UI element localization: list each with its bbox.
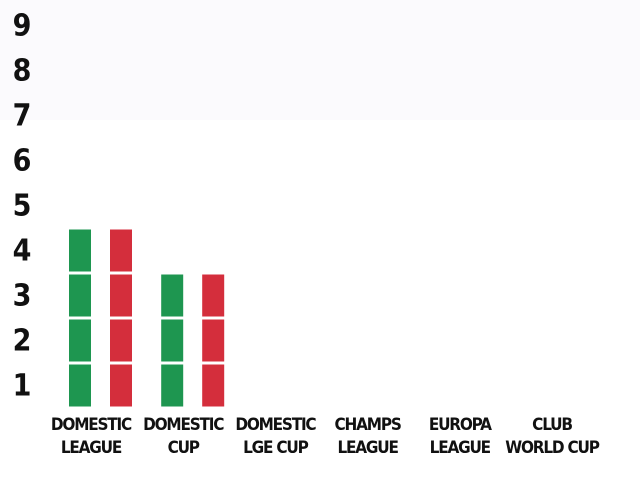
bar-block xyxy=(110,364,132,407)
x-tick-label: LEAGUE xyxy=(430,438,491,458)
bar-block xyxy=(110,229,132,272)
bar-block xyxy=(69,274,91,317)
bar-block xyxy=(202,319,225,362)
bar-block xyxy=(69,319,91,362)
background-band xyxy=(0,0,640,120)
bar xyxy=(69,229,91,407)
bar-block xyxy=(69,229,91,272)
bar-block xyxy=(69,364,91,407)
bars xyxy=(69,229,225,407)
x-tick-label: LEAGUE xyxy=(61,438,122,458)
x-tick-label: CHAMPS xyxy=(335,415,401,435)
x-tick-label: EUROPA xyxy=(429,415,492,435)
y-tick-label: 7 xyxy=(13,99,32,134)
bar xyxy=(161,274,184,407)
x-tick-label: DOMESTIC xyxy=(235,415,316,435)
x-axis: DOMESTIC LEAGUE DOMESTIC CUP DOMESTIC LGE CUP… xyxy=(51,415,601,458)
y-tick-label: 9 xyxy=(13,9,32,44)
x-tick-label: CLUB xyxy=(532,415,572,435)
y-axis: 1 2 3 4 5 6 7 8 9 xyxy=(13,9,32,404)
bar-block xyxy=(110,274,132,317)
bar xyxy=(110,229,132,407)
x-tick-label: LEAGUE xyxy=(337,438,398,458)
y-tick-label: 6 xyxy=(13,144,32,179)
y-tick-label: 1 xyxy=(13,369,32,404)
x-tick-label: DOMESTIC xyxy=(143,415,224,435)
y-tick-label: 3 xyxy=(13,279,32,314)
y-tick-label: 8 xyxy=(13,54,32,89)
bar-block xyxy=(161,319,184,362)
y-tick-label: 5 xyxy=(13,189,32,224)
x-tick-label: LGE CUP xyxy=(243,438,309,458)
bar-block xyxy=(202,274,225,317)
bar-block xyxy=(202,364,225,407)
x-tick-label: DOMESTIC xyxy=(51,415,132,435)
x-tick-label: WORLD CUP xyxy=(505,438,599,458)
y-tick-label: 2 xyxy=(13,324,32,359)
bar-block xyxy=(161,364,184,407)
bar-block xyxy=(161,274,184,317)
x-tick-label: CUP xyxy=(168,438,200,458)
y-tick-label: 4 xyxy=(13,234,32,269)
bar-block xyxy=(110,319,132,362)
bar xyxy=(202,274,225,407)
